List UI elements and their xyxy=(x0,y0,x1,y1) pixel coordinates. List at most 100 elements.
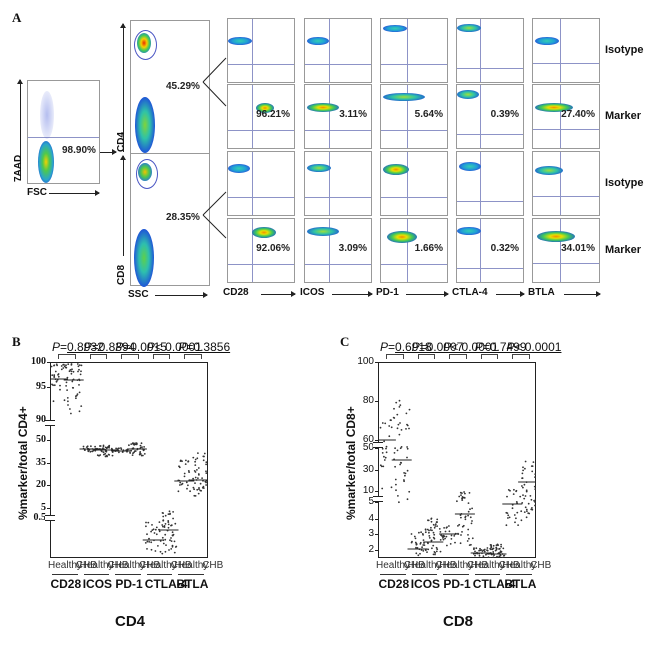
marker-label: CD28 xyxy=(50,577,82,591)
group-label: CHB xyxy=(170,560,192,571)
p-value-label: P=0.6918 xyxy=(380,340,432,354)
ssc-x-label: SSC xyxy=(128,289,149,300)
marker-percent: 0.39% xyxy=(490,109,519,120)
y-tick-label: 80 xyxy=(362,395,374,406)
marker-percent: 34.01% xyxy=(561,243,595,254)
cd8-isotype-pd-1-plot xyxy=(380,151,448,216)
p-value-label: P< 0.0001 xyxy=(443,340,499,354)
marker-underline xyxy=(380,574,406,575)
y-tick-mark xyxy=(375,519,378,520)
cd8-marker-ctla-4-plot: 0.32% xyxy=(456,218,524,283)
row-label-cd8-isotype: Isotype xyxy=(605,177,644,189)
y-tick-label: 20 xyxy=(36,479,46,490)
cd8-ssc-plot: 28.35% xyxy=(130,153,210,287)
cd8-y-label: CD8 xyxy=(116,264,127,285)
marker-label: CD28 xyxy=(378,577,410,591)
cd8-isotype-ctla-4-plot xyxy=(456,151,524,216)
y-tick-mark xyxy=(375,534,378,535)
marker-label: BTLA xyxy=(176,577,209,591)
gate-x-label: FSC xyxy=(27,187,47,198)
group-label: CHB xyxy=(75,560,97,571)
cd8-marker-pd-1-plot: 1.66% xyxy=(380,218,448,283)
scatter-points xyxy=(378,399,536,558)
y-tick-label: 2 xyxy=(368,544,374,555)
marker-axis-arrow xyxy=(496,291,525,297)
chart-title: CD8 xyxy=(443,613,474,630)
marker-axis-label: PD-1 xyxy=(376,287,399,298)
y-tick-mark xyxy=(47,485,50,486)
marker-percent: 1.66% xyxy=(414,243,443,254)
marker-label: CTLA-4 xyxy=(472,577,516,591)
marker-percent: 27.40% xyxy=(561,109,595,120)
group-label: CHB xyxy=(498,560,520,571)
marker-underline xyxy=(474,574,501,575)
p-value-bracket xyxy=(480,354,499,359)
cd8-percent: 28.35% xyxy=(166,212,200,223)
plot-frame xyxy=(378,362,536,558)
marker-axis-arrow xyxy=(332,291,373,297)
row-label-cd8-marker: Marker xyxy=(605,244,642,256)
cd8-marker-btla-plot: 34.01% xyxy=(532,218,600,283)
group-label: Healthy xyxy=(439,560,474,571)
group-label: Healthy xyxy=(470,560,505,571)
y-tick-mark xyxy=(47,362,50,363)
y-tick-label: 0.5 xyxy=(33,512,47,523)
y-tick-label: 50 xyxy=(362,442,374,453)
p-value-bracket xyxy=(512,354,531,359)
marker-underline xyxy=(115,574,141,575)
group-label: Healthy xyxy=(48,560,82,571)
group-label: CHB xyxy=(202,560,224,571)
p-value-bracket xyxy=(121,354,139,359)
marker-label: BTLA xyxy=(504,577,537,591)
group-label: CHB xyxy=(403,560,425,571)
cd8-axis-arrow xyxy=(120,155,126,256)
ssc-axis-arrow xyxy=(155,292,208,298)
group-label: Healthy xyxy=(174,560,209,571)
p-value-label: P=0.0007 xyxy=(411,340,464,354)
y-tick-mark xyxy=(375,362,378,363)
gate-arrow xyxy=(100,149,117,155)
p-value-label: P=0.3856 xyxy=(178,340,231,354)
y-tick-mark xyxy=(47,387,50,388)
y-tick-label: 95 xyxy=(36,381,46,392)
x-axis-arrow xyxy=(49,190,100,196)
marker-label: ICOS xyxy=(82,577,113,591)
marker-percent: 3.11% xyxy=(339,109,367,120)
p-value-bracket xyxy=(89,354,108,359)
p-value-bracket xyxy=(417,354,436,359)
marker-label: PD-1 xyxy=(443,577,471,591)
y-tick-mark xyxy=(375,448,378,449)
group-label: Healthy xyxy=(79,560,114,571)
p-value-bracket xyxy=(152,354,171,359)
marker-underline xyxy=(178,574,204,575)
cd4-marker-btla-plot: 27.40% xyxy=(532,84,600,149)
marker-percent: 92.06% xyxy=(256,243,290,254)
marker-percent: 3.09% xyxy=(338,243,367,254)
y-tick-label: 10 xyxy=(362,485,374,496)
p-value-bracket xyxy=(449,354,467,359)
marker-percent: 96.21% xyxy=(256,109,290,120)
y-tick-label: 3 xyxy=(368,528,374,539)
group-label: Healthy xyxy=(111,560,146,571)
cd8-marker-cd28-plot: 92.06% xyxy=(227,218,295,283)
marker-label: CTLA-4 xyxy=(144,577,188,591)
cd4-isotype-ctla-4-plot xyxy=(456,18,524,83)
group-label: Healthy xyxy=(142,560,177,571)
marker-underline xyxy=(83,574,110,575)
cd4-isotype-icos-plot xyxy=(304,18,372,83)
panel-c-letter: C xyxy=(340,334,350,349)
y-tick-mark xyxy=(47,440,50,441)
group-label: Healthy xyxy=(376,560,410,571)
marker-axis-arrow xyxy=(406,291,449,297)
cd8-isotype-icos-plot xyxy=(304,151,372,216)
marker-label: ICOS xyxy=(410,577,441,591)
y-tick-label: 4 xyxy=(368,513,374,524)
y-tick-mark xyxy=(375,491,378,492)
group-label: CHB xyxy=(530,560,552,571)
panel-b-letter: B xyxy=(12,334,21,349)
cd4-marker-ctla-4-plot: 0.39% xyxy=(456,84,524,149)
axis-break xyxy=(45,420,55,426)
y-tick-label: 100 xyxy=(31,356,46,367)
plot-frame xyxy=(50,362,208,558)
p-value-label: P< 0.0001 xyxy=(146,340,202,354)
